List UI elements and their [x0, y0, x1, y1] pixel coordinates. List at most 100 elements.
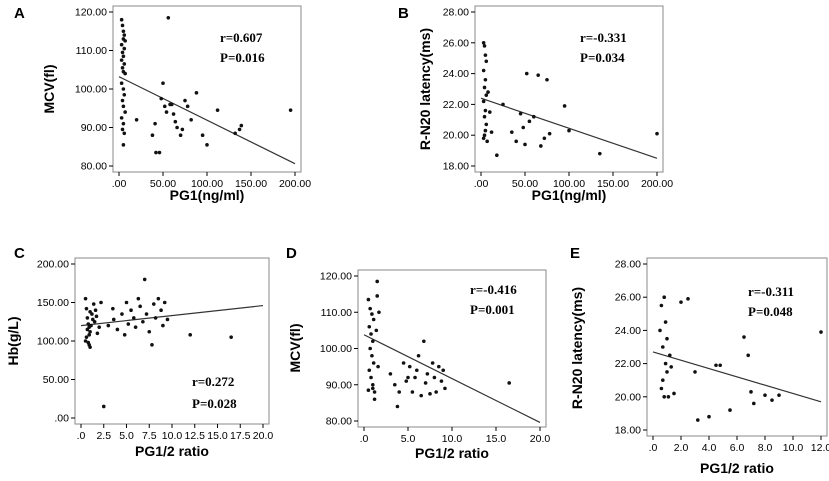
data-point	[521, 125, 526, 130]
data-point	[686, 297, 690, 301]
x-tick-label: 12.5	[185, 430, 206, 442]
data-point	[147, 329, 152, 334]
y-tick-label: .00	[54, 413, 69, 425]
data-point	[131, 316, 136, 320]
y-tick-label: 90.00	[326, 379, 352, 391]
data-point	[437, 364, 441, 369]
data-point	[366, 388, 371, 392]
x-tick-label: 200.00	[641, 178, 673, 190]
data-point	[482, 44, 487, 48]
data-point	[121, 87, 126, 91]
data-point	[122, 33, 127, 37]
data-point	[119, 17, 124, 22]
data-point	[87, 343, 91, 347]
data-point	[672, 391, 676, 396]
y-tick-label: 28.00	[615, 259, 641, 271]
y-tick-label: 120.00	[75, 7, 107, 19]
data-point	[410, 390, 415, 394]
data-point	[413, 375, 417, 380]
data-point	[666, 395, 671, 399]
data-point	[122, 46, 127, 51]
data-point	[819, 330, 823, 334]
data-point	[120, 23, 125, 28]
data-point	[84, 306, 89, 311]
data-point	[121, 54, 126, 59]
x-tick-label: .0	[77, 430, 86, 442]
data-point	[89, 323, 93, 328]
data-point	[134, 118, 139, 122]
y-tick-label: 50.00	[43, 374, 69, 386]
data-point	[486, 90, 490, 94]
p-value: P=0.028	[192, 396, 237, 411]
data-point	[547, 131, 552, 136]
data-point	[83, 296, 88, 301]
data-point	[714, 363, 718, 368]
data-point	[159, 308, 163, 313]
data-point	[562, 104, 567, 108]
data-point	[401, 361, 406, 365]
data-point	[481, 68, 486, 73]
y-tick-label: 20.00	[615, 391, 641, 403]
x-tick-label: 4.0	[702, 442, 717, 454]
data-point	[371, 386, 375, 391]
data-point	[395, 404, 400, 409]
data-point	[123, 110, 127, 114]
p-value: P=0.001	[470, 302, 515, 317]
data-point	[85, 327, 90, 332]
y-tick-label: 26.00	[615, 292, 641, 304]
y-tick-label: 150.00	[37, 297, 69, 309]
data-point	[423, 381, 428, 385]
fit-line	[80, 304, 264, 327]
data-point	[539, 144, 543, 148]
x-tick-label: 20.0	[253, 430, 274, 442]
data-point	[375, 279, 380, 284]
plot-area	[646, 257, 828, 437]
data-point	[120, 98, 125, 103]
data-point	[121, 29, 126, 34]
data-point	[119, 81, 124, 86]
data-point	[407, 364, 412, 369]
data-point	[88, 329, 92, 334]
data-point	[93, 308, 98, 313]
x-tick-label: 10.0	[442, 433, 463, 445]
data-point	[183, 98, 187, 103]
data-point	[416, 353, 421, 358]
x-tick-label: .0	[360, 433, 369, 445]
data-point	[94, 314, 99, 319]
data-point	[510, 130, 514, 134]
x-tick-label: 7.5	[142, 430, 157, 442]
data-point	[489, 130, 494, 134]
data-point	[483, 108, 488, 113]
data-point	[443, 386, 447, 391]
data-point	[84, 335, 89, 339]
data-point	[153, 121, 157, 126]
data-point	[124, 300, 129, 305]
data-point	[189, 118, 193, 122]
data-point	[123, 39, 127, 43]
data-point	[668, 353, 672, 358]
data-point	[439, 379, 444, 383]
x-tick-label: .00	[112, 178, 127, 190]
data-point	[161, 81, 165, 86]
x-tick-label: 150.00	[235, 178, 267, 190]
y-tick-label: 120.00	[320, 271, 352, 283]
data-point	[484, 122, 489, 127]
data-point	[518, 111, 523, 116]
fit-line	[480, 97, 658, 159]
data-point	[239, 123, 244, 128]
fit-line	[652, 351, 822, 403]
data-point	[200, 133, 205, 137]
data-point	[485, 139, 489, 144]
x-tick-label: 5.0	[401, 433, 416, 445]
data-point	[205, 143, 209, 147]
plot-area	[112, 5, 302, 173]
data-point	[237, 127, 242, 132]
data-point	[728, 408, 732, 412]
data-point	[369, 332, 373, 336]
data-point	[122, 333, 127, 337]
data-point	[120, 127, 125, 132]
data-point	[598, 151, 602, 156]
data-point	[99, 300, 103, 305]
data-point	[483, 53, 488, 57]
